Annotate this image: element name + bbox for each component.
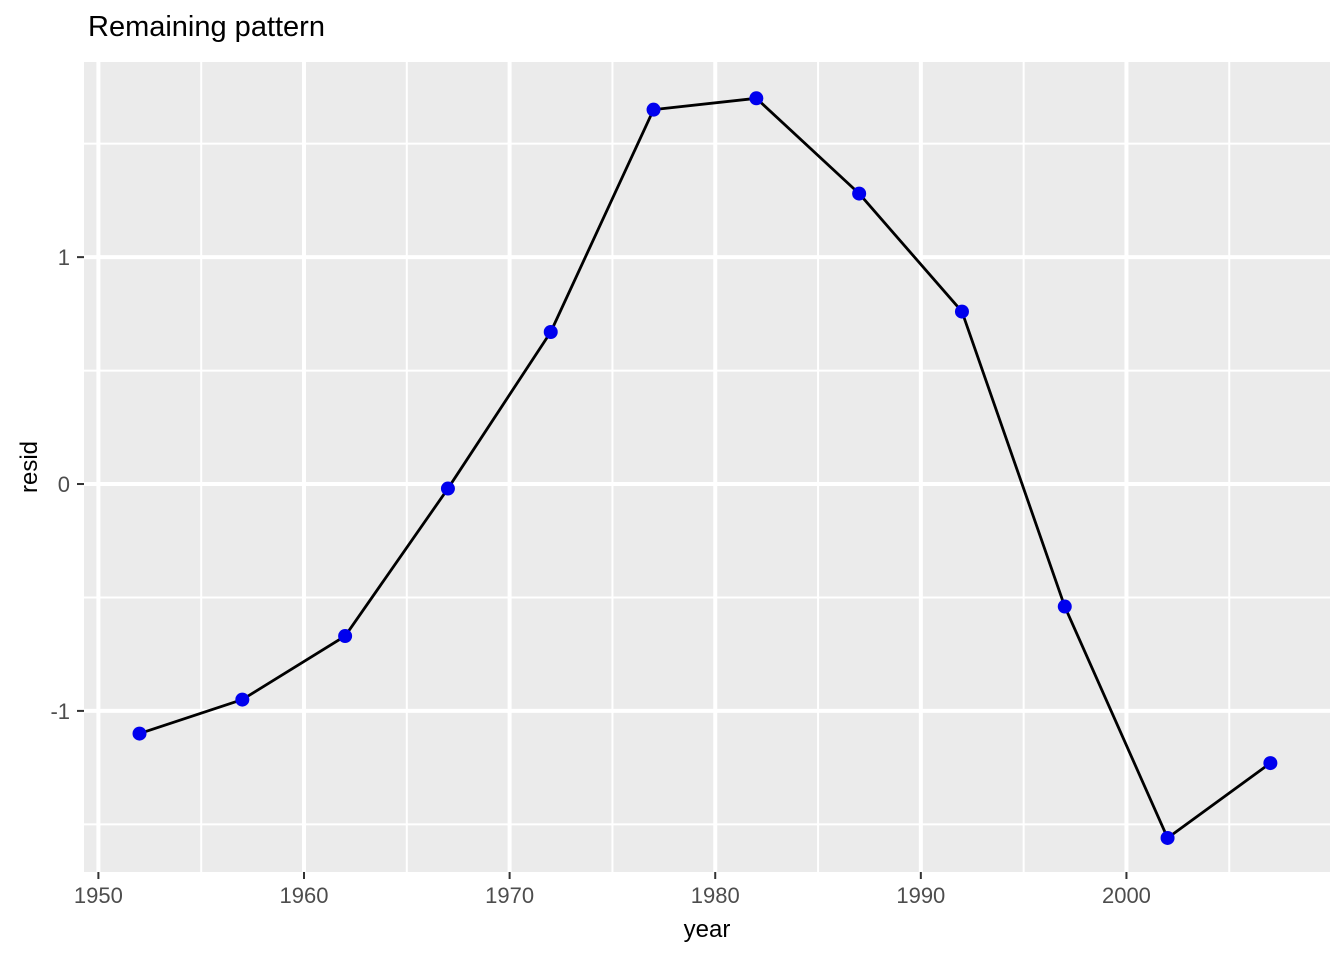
x-axis-title: year	[683, 916, 731, 943]
y-tick-label: -1	[50, 699, 70, 724]
data-point	[338, 629, 353, 644]
x-tick-label: 2000	[1102, 883, 1151, 908]
data-point	[543, 325, 558, 339]
plot-panel	[84, 62, 1330, 872]
data-point	[749, 91, 764, 106]
data-point	[852, 186, 867, 201]
data-point	[235, 692, 250, 707]
data-point	[646, 102, 661, 117]
x-tick-label: 1960	[280, 883, 329, 908]
data-point	[954, 304, 969, 319]
x-tick-label: 1970	[485, 883, 534, 908]
y-tick-label: 0	[58, 472, 70, 497]
data-point	[440, 481, 455, 496]
x-tick-label: 1980	[691, 883, 740, 908]
data-point	[1263, 756, 1278, 771]
series-line	[139, 96, 1272, 840]
x-tick-label: 1990	[896, 883, 945, 908]
y-axis-title: resid	[16, 440, 43, 494]
data-point	[132, 726, 147, 741]
y-tick-label: 1	[58, 245, 70, 270]
x-tick-label: 1950	[74, 883, 123, 908]
data-point	[1160, 830, 1175, 845]
chart-title: Remaining pattern	[88, 11, 325, 43]
data-point	[1057, 599, 1072, 614]
